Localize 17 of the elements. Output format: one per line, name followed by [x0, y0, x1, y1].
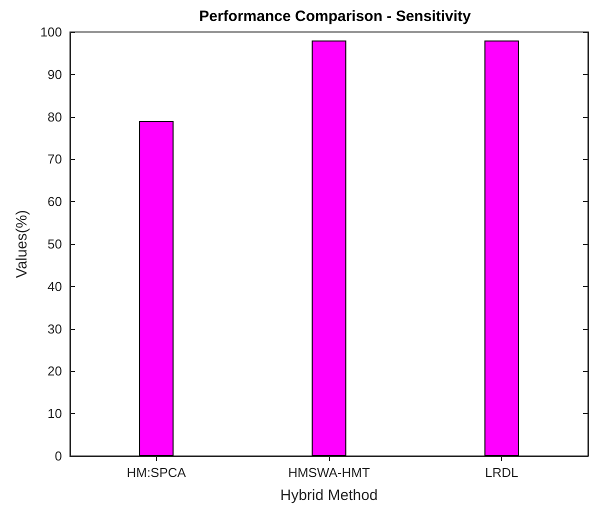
- x-tick-label: LRDL: [485, 465, 518, 480]
- x-axis-title: Hybrid Method: [280, 487, 378, 504]
- y-tick-label: 0: [54, 448, 62, 464]
- y-tick-label: 100: [40, 24, 62, 40]
- y-tick-label: 80: [48, 109, 62, 124]
- y-tick-label: 90: [48, 66, 62, 82]
- y-tick-label: 30: [48, 321, 62, 336]
- y-tick-label: 70: [48, 152, 62, 167]
- y-tick-label: 40: [48, 278, 62, 294]
- x-tick-label: HMSWA-HMT: [288, 465, 370, 480]
- y-tick-label: 50: [48, 236, 62, 252]
- y-tick-label: 60: [48, 194, 62, 210]
- y-axis-title: Values(%): [13, 210, 30, 278]
- chart-title: Performance Comparison - Sensitivity: [199, 8, 472, 25]
- x-tick-label: HM:SPCA: [126, 465, 186, 480]
- y-tick-label: 20: [48, 364, 62, 379]
- y-tick-label: 10: [48, 406, 62, 422]
